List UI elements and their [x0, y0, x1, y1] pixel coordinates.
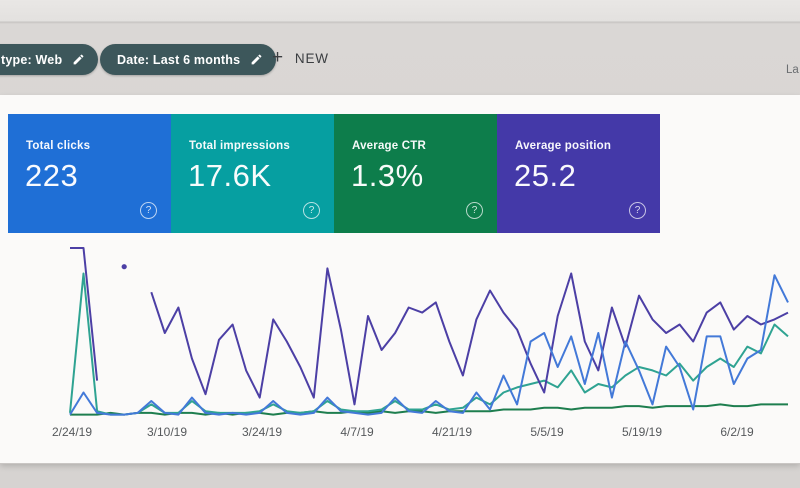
date-filter-chip[interactable]: Date: Last 6 months	[100, 44, 277, 75]
performance-panel: Total clicks 223 ? Total impressions 17.…	[0, 95, 800, 463]
help-icon[interactable]: ?	[140, 202, 157, 219]
total-clicks-label: Total clicks	[26, 140, 91, 152]
edit-pencil-icon	[72, 53, 85, 66]
x-axis-label: 5/19/19	[621, 425, 663, 439]
performance-line-chart	[69, 247, 789, 418]
total-clicks-value: 223	[25, 158, 79, 193]
total-clicks-card[interactable]: Total clicks 223 ?	[8, 114, 171, 233]
new-filter-button[interactable]: + NEW	[272, 47, 329, 68]
filter-toolbar: type: Web Date: Last 6 months + NEW La	[0, 0, 800, 95]
date-filter-label: Date: Last 6 months	[117, 52, 241, 67]
x-axis-label: 2/24/19	[51, 425, 93, 439]
last-updated-clipped-text: La	[786, 64, 799, 76]
average-ctr-label: Average CTR	[352, 140, 426, 152]
total-impressions-label: Total impressions	[189, 140, 290, 152]
average-position-value: 25.2	[514, 158, 577, 193]
x-axis-label: 4/21/19	[431, 425, 473, 439]
search-type-filter-chip[interactable]: type: Web	[0, 44, 99, 75]
metric-cards-row: Total clicks 223 ? Total impressions 17.…	[8, 114, 660, 233]
search-type-filter-label: type: Web	[1, 52, 63, 67]
help-icon[interactable]: ?	[629, 202, 646, 219]
help-icon[interactable]: ?	[303, 202, 320, 219]
total-impressions-value: 17.6K	[188, 158, 272, 193]
edit-pencil-icon	[250, 53, 263, 66]
total-impressions-card[interactable]: Total impressions 17.6K ?	[171, 114, 334, 233]
line-chart-canvas	[69, 247, 789, 416]
average-ctr-value: 1.3%	[351, 158, 424, 193]
x-axis: 2/24/19 3/10/19 3/24/19 4/7/19 4/21/19 5/5/19…	[52, 425, 788, 441]
x-axis-label: 6/2/19	[720, 425, 754, 439]
plus-icon: +	[272, 47, 284, 68]
new-filter-button-label: NEW	[294, 51, 329, 66]
x-axis-label: 3/24/19	[241, 425, 283, 439]
x-axis-label: 3/10/19	[146, 425, 188, 439]
average-ctr-card[interactable]: Average CTR 1.3% ?	[334, 114, 497, 233]
average-position-card[interactable]: Average position 25.2 ?	[497, 114, 660, 233]
x-axis-label: 5/5/19	[530, 425, 564, 439]
help-icon[interactable]: ?	[466, 202, 483, 219]
x-axis-label: 4/7/19	[340, 425, 374, 439]
average-position-label: Average position	[515, 140, 612, 152]
